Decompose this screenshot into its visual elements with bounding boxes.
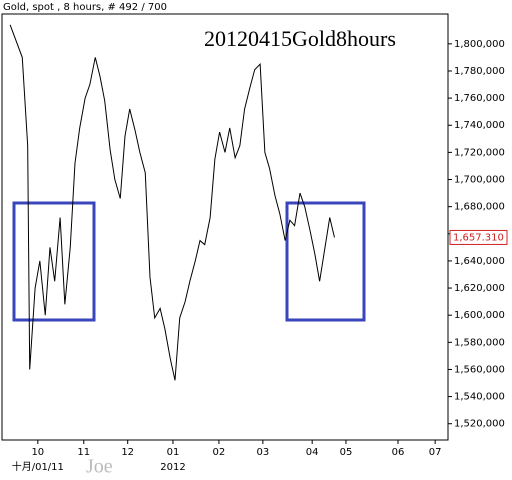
plot-frame — [1, 13, 449, 441]
price-line — [9, 24, 335, 381]
x-tick-label-secondary: 十月/01/11 — [12, 460, 64, 473]
y-tick-label: 1,580,000 — [454, 337, 505, 348]
y-tick-label: 1,720,000 — [454, 147, 505, 158]
x-tick-label: 02 — [213, 447, 226, 458]
x-tick-label-secondary: 2012 — [160, 462, 185, 473]
y-tick-label: 1,520,000 — [454, 419, 505, 430]
last-price-box — [449, 229, 508, 245]
y-tick-label: 1,600,000 — [454, 310, 505, 321]
x-tick-label: 03 — [256, 447, 269, 458]
y-tick-label: 1,800,000 — [454, 39, 505, 50]
annotation-box — [285, 201, 366, 322]
y-tick-label: 1,740,000 — [454, 120, 505, 131]
y-tick-label: 1,620,000 — [454, 283, 505, 294]
y-tick-label: 1,540,000 — [454, 392, 505, 403]
y-tick-label: 1,760,000 — [454, 93, 505, 104]
last-price-label: 1,657.310 — [453, 232, 504, 243]
x-tick-label: 04 — [306, 447, 319, 458]
watermark: Joe — [86, 456, 113, 478]
y-tick-label: 1,640,000 — [454, 256, 505, 267]
x-tick-label: 12 — [121, 447, 134, 458]
y-tick-label: 1,700,000 — [454, 175, 505, 186]
chart-title: 20120415Gold8hours — [204, 26, 396, 51]
x-tick-label: 06 — [392, 447, 405, 458]
x-tick-label: 07 — [429, 447, 442, 458]
annotation-box — [12, 201, 96, 322]
chart-header: Gold, spot , 8 hours, # 492 / 700 — [3, 2, 167, 13]
x-tick-label: 10 — [31, 447, 44, 458]
x-tick-label: 05 — [340, 447, 353, 458]
x-tick-label: 11 — [77, 447, 90, 458]
y-tick-label: 1,780,000 — [454, 66, 505, 77]
x-tick-label: 01 — [167, 447, 180, 458]
y-tick-label: 1,680,000 — [454, 202, 505, 213]
y-tick-label: 1,560,000 — [454, 364, 505, 375]
